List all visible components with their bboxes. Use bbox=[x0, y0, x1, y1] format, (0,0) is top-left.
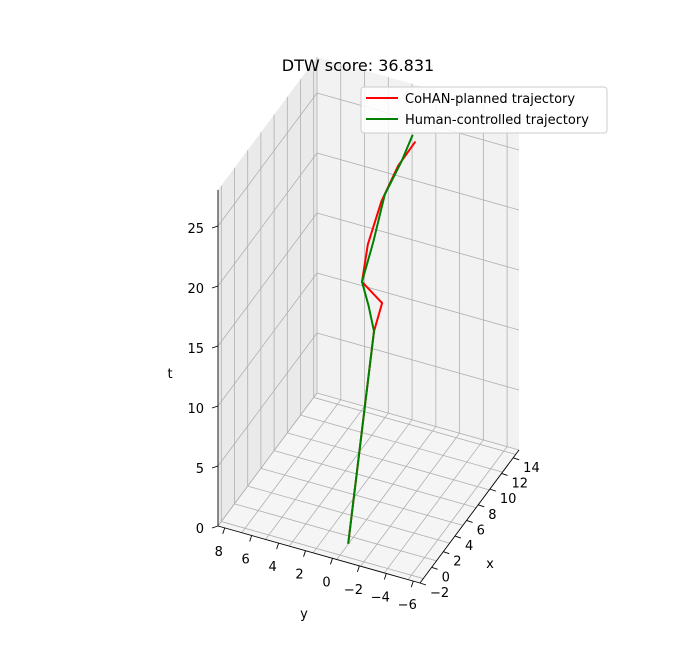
t-tick-mark bbox=[211, 465, 219, 469]
x-tick-label: 12 bbox=[512, 476, 529, 491]
axes-panes bbox=[218, 57, 519, 583]
legend-frame bbox=[360, 86, 608, 134]
grid-line-t-back bbox=[316, 212, 520, 271]
x-tick-mark bbox=[431, 566, 438, 570]
t-tick-mark bbox=[211, 345, 219, 349]
grid-line-t-side bbox=[217, 92, 318, 227]
x-tick-label: 6 bbox=[477, 523, 485, 538]
x-tick-label: 2 bbox=[453, 555, 461, 570]
grid-line-t-side bbox=[217, 152, 318, 287]
x-tick-mark bbox=[419, 582, 427, 586]
y-tick-mark bbox=[383, 573, 387, 580]
y-tick-mark bbox=[249, 535, 253, 542]
grid-line-y-floor bbox=[247, 485, 450, 544]
x-tick-mark bbox=[478, 504, 485, 508]
grid-line-y-floor bbox=[287, 432, 490, 491]
t-tick-label: 25 bbox=[187, 222, 204, 237]
left-pane bbox=[218, 57, 317, 526]
x-tick-label: 14 bbox=[523, 461, 540, 476]
chart-title: DTW score: 36.831 bbox=[282, 56, 434, 75]
x-tick-mark bbox=[454, 535, 462, 539]
y-tick-mark bbox=[303, 550, 306, 557]
x-axis-label: x bbox=[486, 557, 494, 572]
t-tick-label: 15 bbox=[187, 342, 204, 357]
y-tick-mark bbox=[330, 558, 333, 565]
grid-line-y-floor bbox=[221, 521, 424, 579]
grid-line-t-back bbox=[316, 332, 520, 391]
x-tick-mark bbox=[489, 488, 497, 492]
t-tick-mark bbox=[211, 285, 219, 289]
legend-label-human: Human-controlled trajectory bbox=[405, 113, 589, 128]
x-tick-mark bbox=[501, 473, 508, 476]
t-tick-label: 5 bbox=[196, 462, 204, 477]
floor-pane bbox=[218, 393, 519, 583]
y-tick-label: 0 bbox=[322, 575, 330, 590]
y-tick-mark bbox=[410, 580, 414, 588]
y-tick-label: 8 bbox=[215, 545, 223, 560]
series-line-human bbox=[347, 134, 414, 544]
y-tick-label: 2 bbox=[295, 568, 303, 583]
y-axis-label: y bbox=[300, 607, 308, 622]
grid-line-y-floor bbox=[300, 414, 503, 473]
y-tick-label: 4 bbox=[268, 560, 276, 575]
legend: CoHAN-planned trajectory Human-controlle… bbox=[360, 86, 608, 134]
y-tick-mark bbox=[356, 565, 360, 573]
y-tick-label: −4 bbox=[371, 591, 390, 606]
grid-line-t-side bbox=[217, 332, 318, 467]
x-axis-line bbox=[419, 449, 520, 584]
x-tick-label: 8 bbox=[488, 508, 496, 523]
t-axis-label: t bbox=[167, 367, 172, 382]
t-tick-label: 0 bbox=[196, 522, 204, 537]
x-tick-label: 4 bbox=[465, 539, 473, 554]
x-tick-label: −2 bbox=[430, 586, 449, 601]
grid-line-t-side bbox=[217, 272, 318, 407]
t-tick-label: 20 bbox=[187, 282, 204, 297]
grid-lines bbox=[217, 57, 520, 580]
t-tick-mark bbox=[211, 525, 219, 529]
y-tick-mark bbox=[276, 542, 280, 550]
y-tick-mark bbox=[222, 527, 226, 535]
t-tick-mark bbox=[211, 225, 219, 229]
t-tick-label: 10 bbox=[187, 402, 204, 417]
grid-line-t-side bbox=[217, 392, 318, 527]
y-tick-label: −6 bbox=[398, 598, 417, 613]
y-tick-label: 6 bbox=[242, 553, 250, 568]
grid-line-t-back bbox=[316, 272, 520, 331]
x-tick-label: 10 bbox=[500, 492, 517, 507]
grid-line-y-floor bbox=[260, 467, 464, 526]
grid-line-y-floor bbox=[313, 397, 516, 455]
grid-line-t-back bbox=[316, 152, 520, 211]
x-tick-label: 0 bbox=[442, 570, 450, 585]
t-tick-mark bbox=[211, 405, 219, 409]
series-lines bbox=[347, 134, 417, 544]
grid-line-t-back bbox=[316, 392, 520, 451]
x-tick-mark bbox=[513, 457, 520, 461]
legend-label-cohan: CoHAN-planned trajectory bbox=[405, 92, 575, 107]
grid-line-y-floor bbox=[234, 503, 437, 562]
x-tick-mark bbox=[443, 551, 450, 555]
x-tick-mark bbox=[466, 519, 473, 523]
y-tick-label: −2 bbox=[344, 583, 363, 598]
back-pane bbox=[317, 57, 519, 450]
grid-line-y-floor bbox=[273, 450, 477, 509]
grid-line-t-side bbox=[217, 212, 318, 347]
